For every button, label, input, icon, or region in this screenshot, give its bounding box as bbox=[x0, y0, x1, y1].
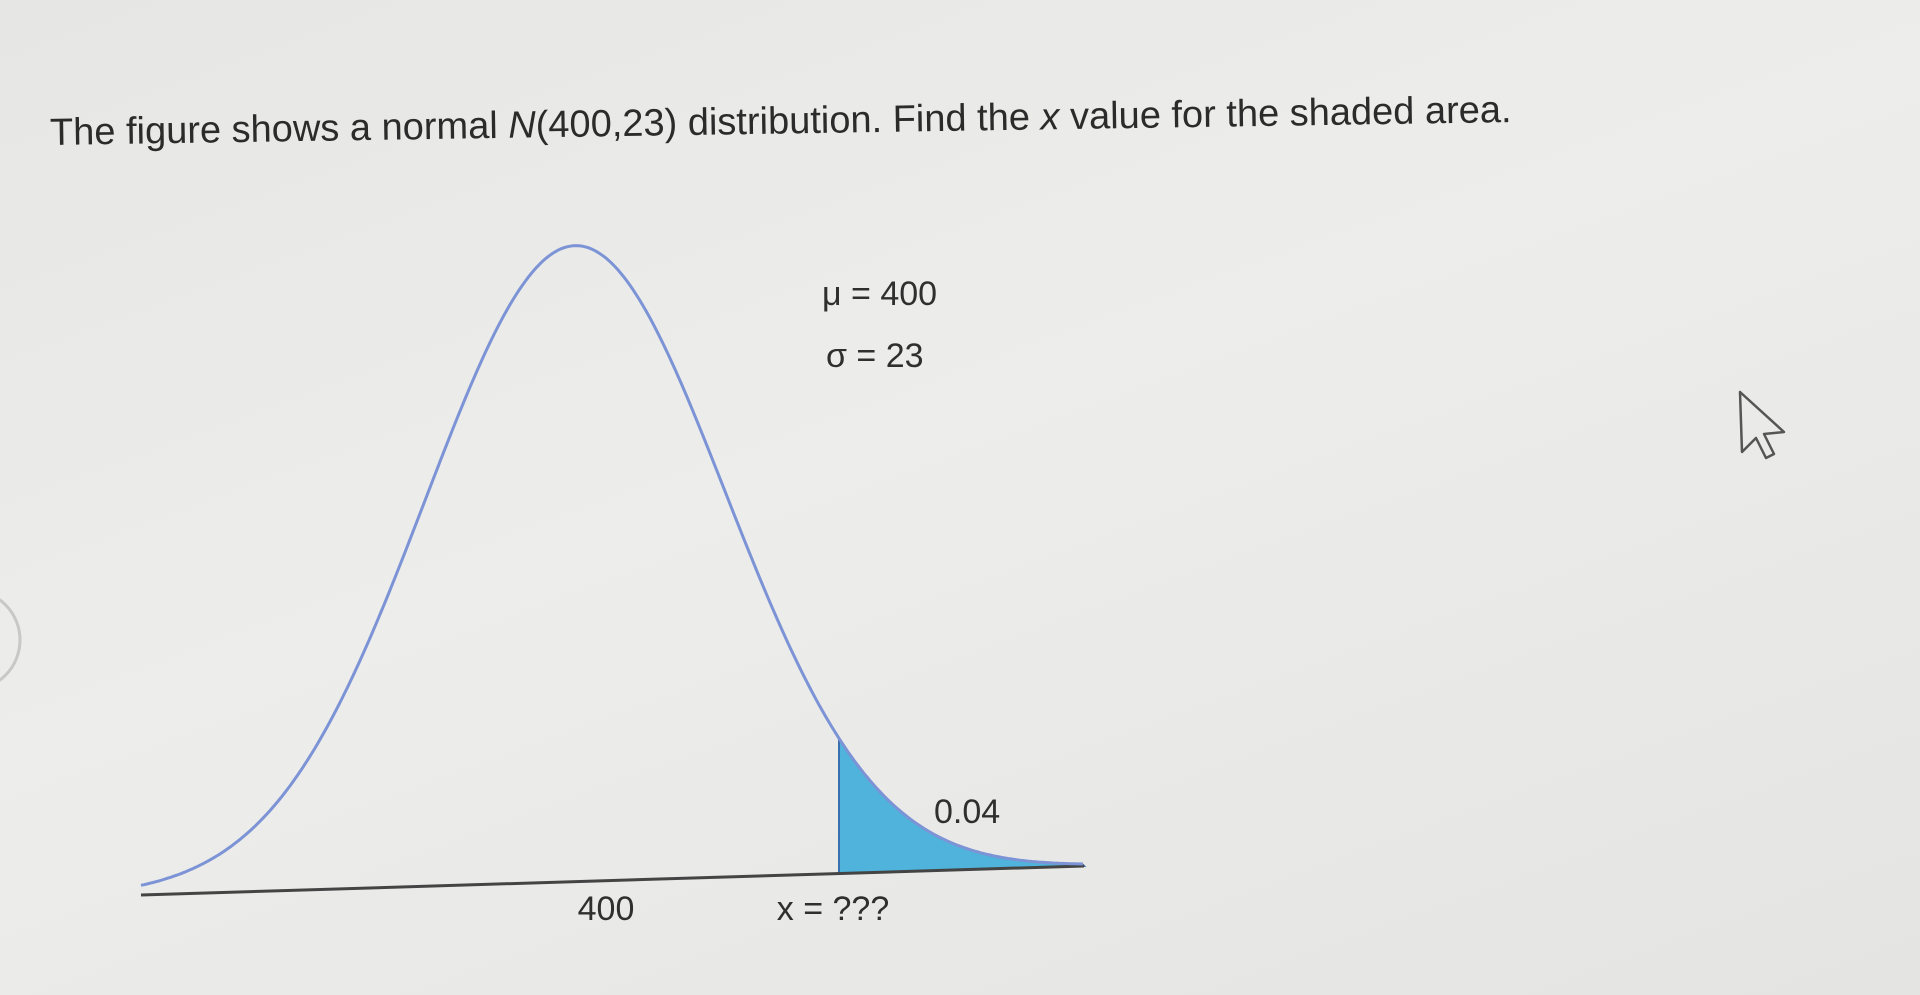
mouse-cursor bbox=[1738, 390, 1786, 460]
x-label: x = ??? bbox=[777, 890, 889, 928]
mu-label: μ = 400 bbox=[822, 275, 937, 313]
normal-curve bbox=[140, 244, 1084, 887]
mean-tick-label: 400 bbox=[578, 890, 635, 928]
side-button[interactable] bbox=[0, 590, 22, 690]
sigma-label: σ = 23 bbox=[826, 337, 924, 375]
baseline bbox=[140, 864, 1085, 897]
area-label: 0.04 bbox=[934, 793, 1000, 831]
